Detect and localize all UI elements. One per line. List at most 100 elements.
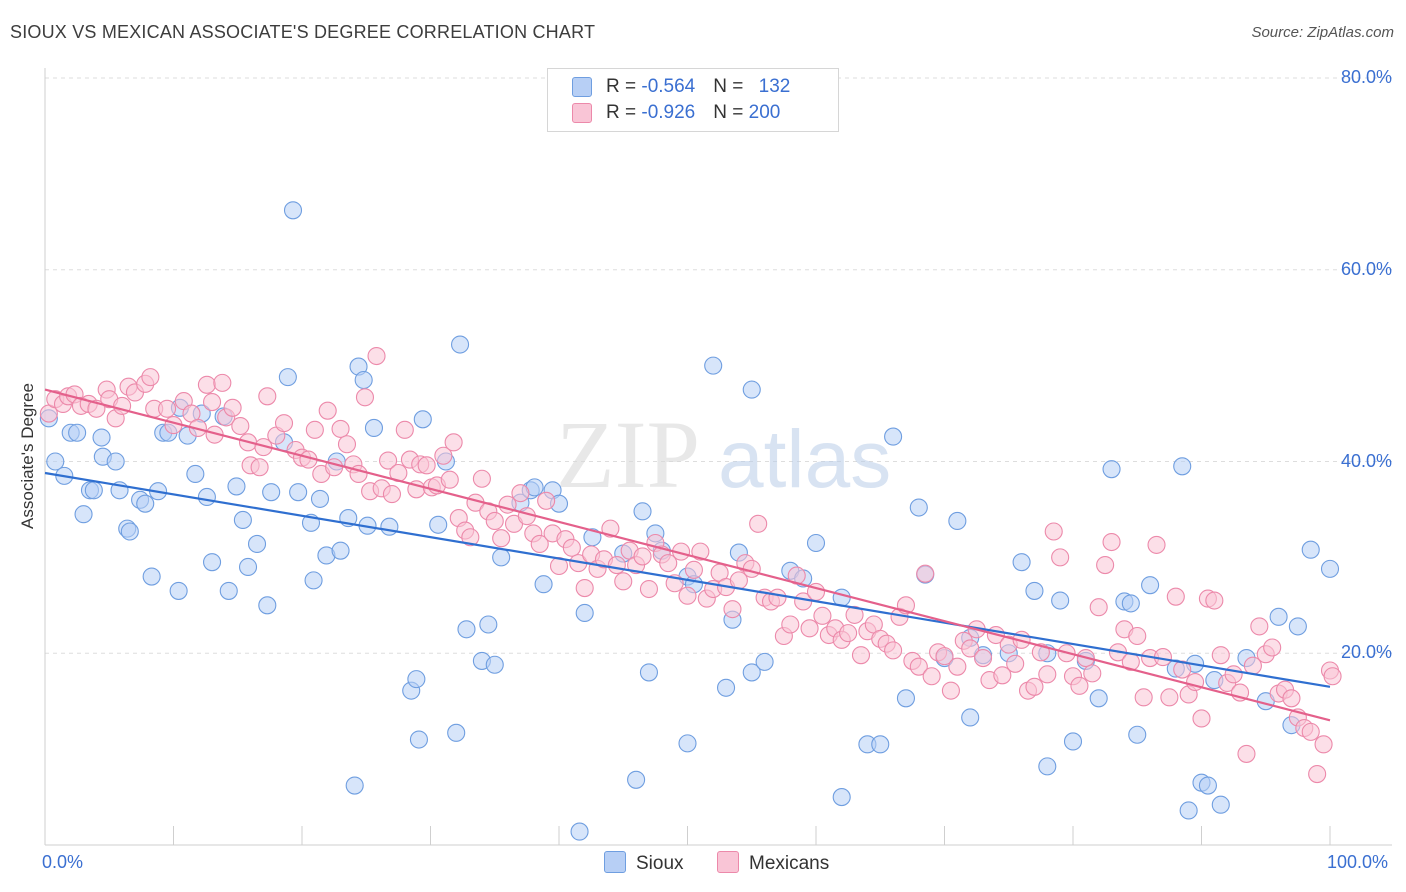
point-sioux bbox=[1128, 725, 1147, 744]
point-sioux bbox=[1179, 801, 1198, 820]
point-mexicans bbox=[382, 485, 402, 504]
point-sioux bbox=[575, 603, 594, 623]
point-sioux bbox=[639, 663, 659, 682]
point-mexicans bbox=[158, 399, 177, 418]
point-sioux bbox=[304, 571, 323, 590]
legend-r-label: R = bbox=[606, 76, 642, 97]
point-mexicans bbox=[1224, 665, 1243, 684]
point-mexicans bbox=[1070, 676, 1089, 695]
point-sioux bbox=[884, 427, 903, 446]
point-mexicans bbox=[607, 555, 626, 575]
point-mexicans bbox=[325, 458, 344, 477]
point-mexicans bbox=[231, 416, 250, 436]
point-mexicans bbox=[258, 387, 277, 406]
point-mexicans bbox=[575, 579, 594, 598]
point-mexicans bbox=[973, 648, 993, 668]
point-sioux bbox=[227, 477, 246, 496]
point-mexicans bbox=[1192, 709, 1211, 728]
point-mexicans bbox=[851, 646, 871, 665]
point-sioux bbox=[380, 517, 399, 536]
point-sioux bbox=[1089, 689, 1108, 708]
bottom-legend-label-sioux: Sioux bbox=[636, 853, 684, 874]
point-mexicans bbox=[511, 484, 530, 503]
point-mexicans bbox=[530, 534, 549, 554]
point-sioux bbox=[492, 548, 511, 567]
point-sioux bbox=[186, 464, 205, 484]
point-sioux bbox=[1012, 553, 1031, 572]
watermark-atlas: atlas bbox=[718, 414, 891, 505]
point-mexicans bbox=[839, 624, 858, 643]
point-sioux bbox=[1038, 757, 1057, 776]
point-mexicans bbox=[1173, 660, 1192, 679]
point-sioux bbox=[806, 533, 826, 553]
point-mexicans bbox=[723, 600, 742, 619]
point-sioux bbox=[1320, 559, 1340, 578]
point-mexicans bbox=[141, 368, 160, 387]
point-sioux bbox=[409, 730, 428, 749]
point-sioux bbox=[262, 483, 281, 502]
point-sioux bbox=[1288, 617, 1307, 636]
point-mexicans bbox=[1083, 664, 1102, 683]
point-mexicans bbox=[948, 657, 967, 676]
legend-n-value: 132 bbox=[758, 76, 791, 97]
point-mexicans bbox=[633, 547, 652, 566]
point-sioux bbox=[413, 410, 432, 429]
y-tick-label: 40.0% bbox=[1340, 450, 1392, 471]
point-mexicans bbox=[941, 681, 960, 700]
point-mexicans bbox=[417, 456, 436, 475]
point-mexicans bbox=[922, 667, 941, 686]
point-sioux bbox=[716, 678, 736, 697]
bottom-legend-swatch-sioux bbox=[604, 851, 626, 873]
trendlines bbox=[44, 388, 1331, 722]
point-sioux bbox=[961, 708, 980, 727]
point-sioux bbox=[429, 515, 448, 534]
point-mexicans bbox=[800, 619, 819, 638]
point-sioux bbox=[909, 498, 928, 517]
point-sioux bbox=[447, 723, 466, 742]
point-mexicans bbox=[1323, 667, 1342, 686]
point-sioux bbox=[354, 370, 373, 390]
point-mexicans bbox=[1166, 587, 1185, 606]
point-mexicans bbox=[1211, 646, 1230, 665]
point-sioux bbox=[485, 655, 504, 674]
point-sioux bbox=[46, 452, 65, 471]
point-sioux bbox=[1121, 594, 1140, 613]
trendline-sioux bbox=[44, 471, 1331, 688]
point-sioux bbox=[948, 511, 967, 530]
legend-n-label: N = bbox=[713, 76, 749, 97]
point-mexicans bbox=[444, 433, 463, 452]
point-mexicans bbox=[1237, 744, 1256, 763]
point-mexicans bbox=[1044, 522, 1063, 541]
x-tick-label-min: 0.0% bbox=[42, 852, 84, 872]
point-sioux bbox=[742, 663, 761, 682]
trendline-mexicans bbox=[44, 388, 1331, 722]
point-mexicans bbox=[367, 346, 386, 366]
point-mexicans bbox=[601, 519, 620, 538]
point-mexicans bbox=[337, 435, 357, 454]
watermark-zip: ZIP bbox=[556, 401, 700, 508]
point-sioux bbox=[570, 822, 589, 841]
point-mexicans bbox=[1263, 638, 1282, 657]
y-tick-label: 20.0% bbox=[1340, 642, 1392, 663]
point-sioux bbox=[92, 428, 111, 447]
point-mexicans bbox=[379, 451, 398, 470]
point-sioux bbox=[278, 368, 297, 387]
point-sioux bbox=[1063, 732, 1083, 751]
point-mexicans bbox=[845, 605, 864, 624]
point-sioux bbox=[1211, 795, 1230, 814]
point-mexicans bbox=[678, 586, 697, 605]
point-sioux bbox=[310, 489, 330, 508]
point-mexicans bbox=[395, 420, 414, 439]
point-sioux bbox=[633, 502, 652, 521]
legend-r-label: R = bbox=[606, 102, 642, 123]
point-mexicans bbox=[213, 373, 232, 392]
point-sioux bbox=[1102, 460, 1121, 479]
point-mexicans bbox=[203, 393, 222, 412]
point-sioux bbox=[627, 770, 646, 789]
bottom-legend-sioux: Sioux bbox=[604, 851, 684, 875]
source-label: Source: ZipAtlas.com bbox=[1251, 24, 1394, 41]
point-sioux bbox=[755, 652, 774, 671]
point-sioux bbox=[457, 620, 476, 639]
point-sioux bbox=[331, 541, 350, 560]
